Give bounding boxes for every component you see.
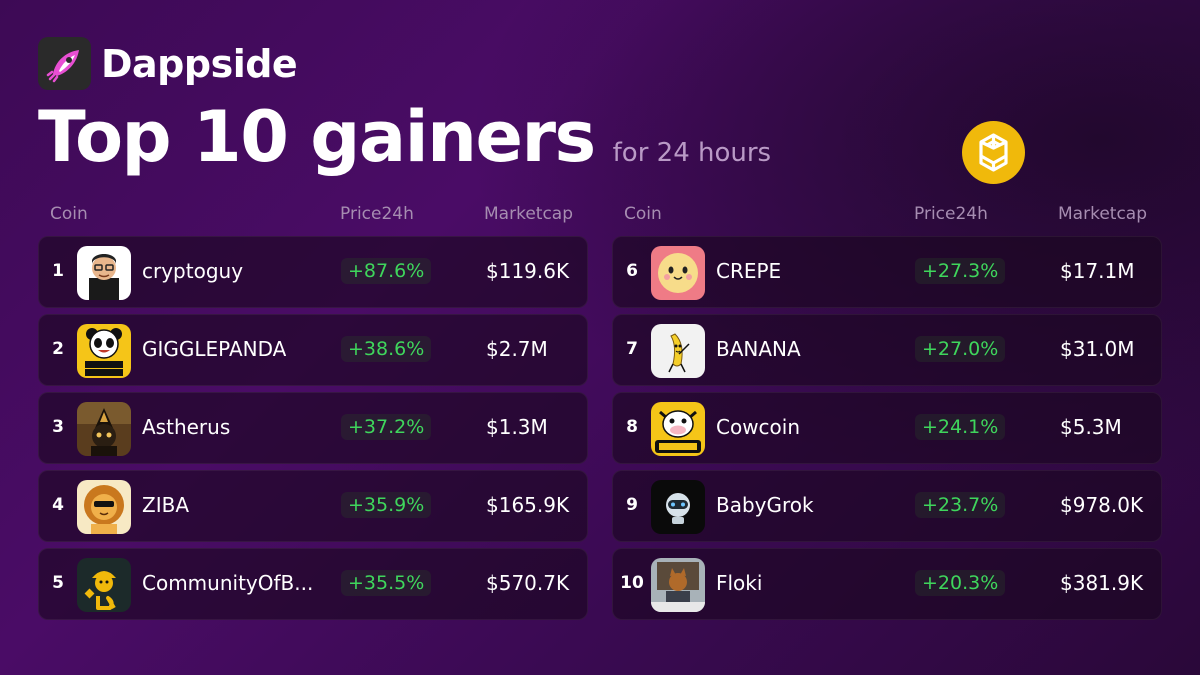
- price-change: +37.2%: [341, 414, 432, 440]
- crepe-avatar-icon: [651, 246, 705, 300]
- price-change: +38.6%: [341, 336, 432, 362]
- coin-name: ZIBA: [142, 493, 190, 517]
- rank: 4: [52, 495, 64, 515]
- coin-name: BabyGrok: [716, 493, 814, 517]
- marketcap-value: $978.0K: [1060, 493, 1144, 517]
- brand-name: Dappside: [101, 41, 298, 86]
- coin-name: Floki: [716, 571, 763, 595]
- rank: 1: [52, 261, 64, 281]
- marketcap-value: $5.3M: [1060, 415, 1122, 439]
- table-row[interactable]: 9 BabyGrok +23.7% $978.0K: [612, 470, 1162, 542]
- marketcap-value: $570.7K: [486, 571, 570, 595]
- marketcap-value: $1.3M: [486, 415, 548, 439]
- gainers-table-left: Coin Price24h Marketcap 1 cryptoguy +87.…: [38, 200, 588, 620]
- brand: Dappside: [38, 37, 298, 90]
- table-row[interactable]: 2 GIGGLEPANDA +38.6% $2.7M: [38, 314, 588, 386]
- cowcoin-avatar-icon: [651, 402, 705, 456]
- rank: 10: [620, 573, 644, 593]
- coin-name: cryptoguy: [142, 259, 244, 283]
- price-change: +27.0%: [915, 336, 1006, 362]
- ziba-avatar-icon: [77, 480, 131, 534]
- column-header-coin: Coin: [624, 204, 662, 224]
- column-header-marketcap: Marketcap: [484, 204, 573, 224]
- column-header-coin: Coin: [50, 204, 88, 224]
- gainers-table-right: Coin Price24h Marketcap 6 CREPE +27.3% $…: [612, 200, 1162, 620]
- table-header: Coin Price24h Marketcap: [612, 200, 1162, 230]
- marketcap-value: $2.7M: [486, 337, 548, 361]
- marketcap-value: $17.1M: [1060, 259, 1135, 283]
- table-row[interactable]: 10 Floki +20.3% $381.9K: [612, 548, 1162, 620]
- headline: Top 10 gainers for 24 hours: [38, 102, 771, 172]
- banana-avatar-icon: [651, 324, 705, 378]
- babygrok-avatar-icon: [651, 480, 705, 534]
- coin-name: Cowcoin: [716, 415, 801, 439]
- price-change: +23.7%: [915, 492, 1006, 518]
- coin-name: CREPE: [716, 259, 782, 283]
- rank: 9: [626, 495, 638, 515]
- rank: 5: [52, 573, 64, 593]
- marketcap-value: $165.9K: [486, 493, 570, 517]
- astherus-avatar-icon: [77, 402, 131, 456]
- page-title: Top 10 gainers: [38, 96, 596, 178]
- bnb-chain-icon: [962, 121, 1025, 184]
- table-header: Coin Price24h Marketcap: [38, 200, 588, 230]
- marketcap-value: $31.0M: [1060, 337, 1135, 361]
- price-change: +20.3%: [915, 570, 1006, 596]
- table-row[interactable]: 6 CREPE +27.3% $17.1M: [612, 236, 1162, 308]
- coin-name: BANANA: [716, 337, 801, 361]
- rank: 7: [626, 339, 638, 359]
- price-change: +35.9%: [341, 492, 432, 518]
- price-change: +27.3%: [915, 258, 1006, 284]
- communityofb-avatar-icon: [77, 558, 131, 612]
- price-change: +35.5%: [341, 570, 432, 596]
- column-header-price: Price24h: [340, 204, 414, 224]
- coin-name: Astherus: [142, 415, 231, 439]
- price-change: +24.1%: [915, 414, 1006, 440]
- table-row[interactable]: 4 ZIBA +35.9% $165.9K: [38, 470, 588, 542]
- coin-name: GIGGLEPANDA: [142, 337, 287, 361]
- table-row[interactable]: 7 BANANA +27.0% $31.0M: [612, 314, 1162, 386]
- marketcap-value: $381.9K: [1060, 571, 1144, 595]
- rank: 8: [626, 417, 638, 437]
- gigglepanda-avatar-icon: [77, 324, 131, 378]
- table-row[interactable]: 1 cryptoguy +87.6% $119.6K: [38, 236, 588, 308]
- rank: 2: [52, 339, 64, 359]
- coin-name: CommunityOfB...: [142, 571, 314, 595]
- floki-avatar-icon: [651, 558, 705, 612]
- marketcap-value: $119.6K: [486, 259, 570, 283]
- rank: 6: [626, 261, 638, 281]
- table-row[interactable]: 5 CommunityOfB... +35.5% $570.7K: [38, 548, 588, 620]
- cryptoguy-avatar-icon: [77, 246, 131, 300]
- table-row[interactable]: 3 Astherus +37.2% $1.3M: [38, 392, 588, 464]
- column-header-price: Price24h: [914, 204, 988, 224]
- dappside-logo-icon: [38, 37, 91, 90]
- table-row[interactable]: 8 Cowcoin +24.1% $5.3M: [612, 392, 1162, 464]
- price-change: +87.6%: [341, 258, 432, 284]
- rank: 3: [52, 417, 64, 437]
- column-header-marketcap: Marketcap: [1058, 204, 1147, 224]
- page-subtitle: for 24 hours: [612, 138, 772, 168]
